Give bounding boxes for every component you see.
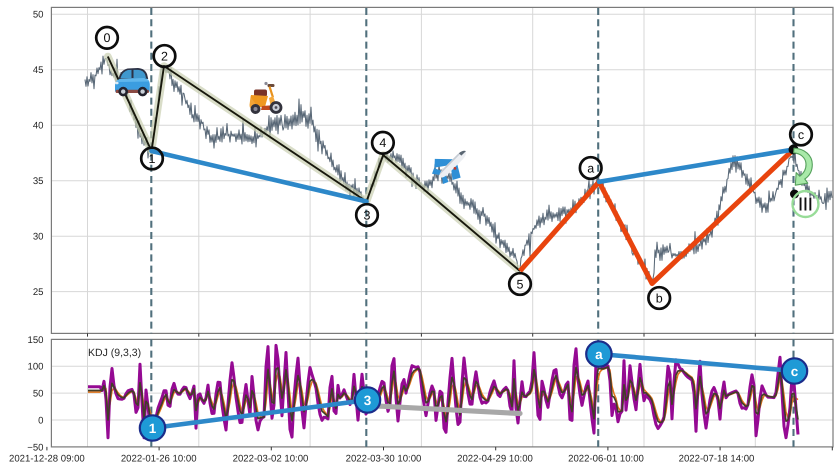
svg-text:−50: −50	[27, 442, 43, 453]
svg-text:2022-01-26 10:00: 2022-01-26 10:00	[121, 454, 197, 465]
svg-text:150: 150	[27, 335, 43, 346]
svg-text:4: 4	[379, 136, 386, 150]
svg-text:1: 1	[149, 421, 157, 436]
svg-text:50: 50	[33, 10, 44, 21]
svg-text:3: 3	[364, 208, 371, 222]
svg-text:b: b	[656, 291, 663, 305]
svg-text:2022-03-30 10:00: 2022-03-30 10:00	[346, 454, 422, 465]
svg-text:2: 2	[161, 49, 168, 63]
svg-text:2022-07-18 14:00: 2022-07-18 14:00	[679, 454, 755, 465]
svg-text:0: 0	[104, 31, 111, 45]
svg-text:KDJ (9,3,3): KDJ (9,3,3)	[88, 347, 141, 359]
svg-text:50: 50	[33, 389, 44, 400]
svg-text:1: 1	[149, 152, 156, 166]
svg-text:c: c	[791, 364, 799, 379]
svg-text:c: c	[798, 128, 804, 142]
svg-text:35: 35	[33, 176, 44, 187]
svg-text:2022-03-02 10:00: 2022-03-02 10:00	[233, 454, 309, 465]
svg-text:2021-12-28 09:00: 2021-12-28 09:00	[9, 454, 85, 465]
svg-text:0: 0	[38, 415, 43, 426]
svg-text:a: a	[587, 161, 594, 175]
svg-text:100: 100	[27, 362, 43, 373]
svg-text:45: 45	[33, 65, 44, 76]
svg-text:25: 25	[33, 287, 44, 298]
svg-text:3: 3	[364, 393, 372, 408]
svg-text:a: a	[595, 347, 603, 362]
svg-text:2022-04-29 10:00: 2022-04-29 10:00	[457, 454, 533, 465]
svg-text:5: 5	[517, 277, 524, 291]
svg-text:40: 40	[33, 121, 44, 132]
svg-text:30: 30	[33, 232, 44, 243]
svg-text:2022-06-01 10:00: 2022-06-01 10:00	[568, 454, 644, 465]
